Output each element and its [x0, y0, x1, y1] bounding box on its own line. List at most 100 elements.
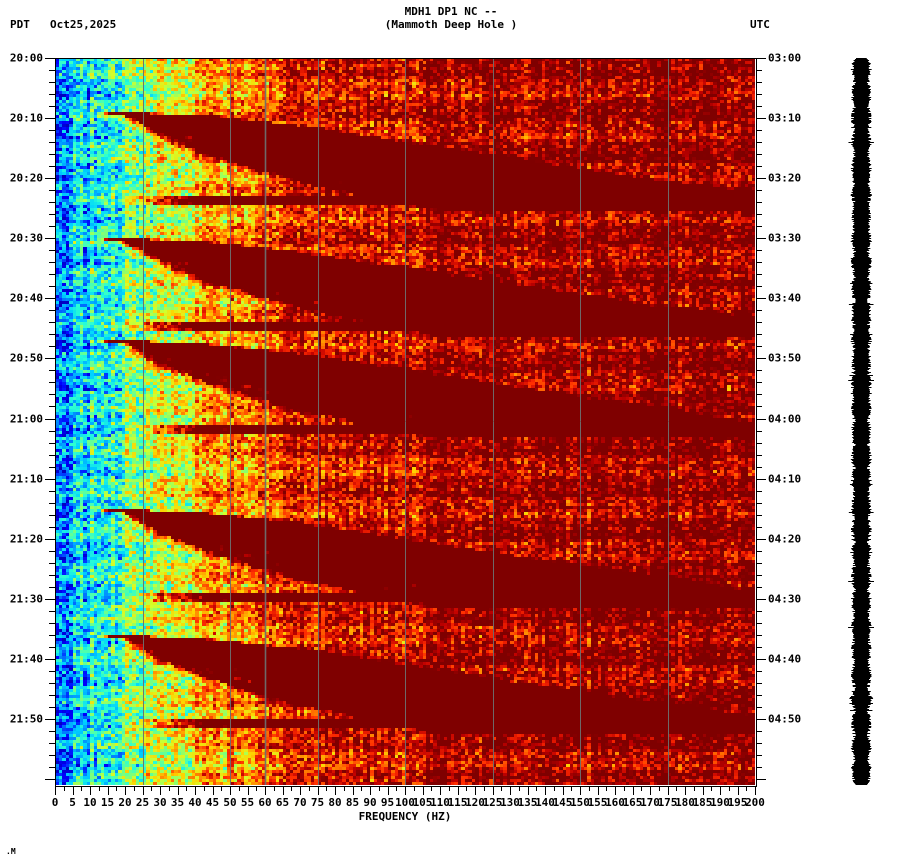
y-tick-right [756, 598, 766, 600]
y-tick-right [756, 490, 762, 492]
x-tick [475, 786, 476, 795]
x-tick [606, 786, 608, 791]
x-tick [720, 786, 721, 795]
x-tick [98, 786, 100, 791]
y-tick-right [756, 502, 762, 504]
x-tick [125, 786, 126, 795]
x-tick-label: 60 [258, 796, 272, 809]
y-tick-left [49, 550, 55, 552]
x-tick [300, 786, 301, 795]
x-tick [483, 786, 485, 791]
y-tick-right [756, 694, 762, 696]
x-tick [142, 786, 144, 795]
y-tick-label-pdt: 21:00 [9, 412, 43, 425]
y-tick-right [756, 442, 762, 444]
y-tick-left [45, 778, 55, 780]
y-tick-left [49, 682, 55, 684]
y-tick-right [756, 178, 766, 180]
y-tick-left [49, 214, 55, 216]
x-tick-label: 25 [135, 796, 150, 809]
x-tick [448, 786, 450, 791]
y-tick-left [49, 130, 55, 132]
y-tick-left [45, 538, 55, 540]
x-tick-label: 200 [745, 796, 765, 809]
y-tick-right [756, 82, 762, 84]
x-tick-label: 5 [69, 796, 76, 809]
y-tick-label-utc: 04:00 [768, 412, 802, 425]
y-tick-left [49, 730, 55, 732]
y-tick-right [756, 574, 762, 576]
y-tick-left [49, 562, 55, 564]
x-tick [466, 786, 468, 791]
spectrogram-canvas [55, 58, 755, 785]
y-tick-left [49, 94, 55, 96]
x-tick [422, 786, 424, 795]
x-tick [90, 786, 91, 795]
y-tick-label-pdt: 21:50 [9, 712, 43, 726]
x-tick-label: 75 [310, 796, 325, 809]
x-tick [615, 786, 616, 795]
y-tick-left [45, 298, 55, 300]
x-tick-label: 35 [170, 796, 185, 809]
y-tick-right [756, 418, 766, 420]
y-tick-left [49, 346, 55, 348]
x-tick-label: 110 [430, 796, 450, 809]
y-tick-right [756, 262, 762, 264]
y-tick-left [49, 262, 55, 264]
y-tick-left [49, 394, 55, 396]
x-tick [492, 786, 494, 795]
y-tick-right [756, 622, 762, 624]
y-tick-right [756, 310, 762, 312]
y-tick-label-utc: 03:40 [768, 291, 802, 305]
y-tick-right [756, 58, 766, 59]
x-tick [133, 786, 135, 791]
y-tick-label-utc: 04:20 [768, 532, 802, 546]
x-tick [160, 786, 161, 795]
y-tick-left [49, 442, 55, 444]
y-tick-right [756, 538, 766, 540]
y-tick-right [756, 142, 762, 144]
x-tick [230, 786, 231, 795]
y-tick-left [45, 118, 55, 120]
y-tick-right [756, 730, 762, 732]
x-tick [317, 786, 319, 795]
y-tick-right [756, 706, 762, 708]
y-tick-left [49, 250, 55, 252]
y-tick-left [45, 178, 55, 180]
x-tick-label: 55 [240, 796, 255, 809]
y-tick-right [756, 334, 762, 336]
y-tick-right [756, 454, 762, 456]
x-tick [186, 786, 188, 791]
y-tick-right [756, 394, 762, 396]
y-tick-label-pdt: 21:30 [9, 592, 43, 606]
y-tick-right [756, 166, 762, 168]
x-tick-label: 170 [640, 796, 660, 809]
y-tick-left [45, 58, 55, 59]
y-tick-left [49, 226, 55, 228]
y-tick-left [49, 466, 55, 468]
y-tick-left [45, 238, 55, 240]
y-tick-label-pdt: 20:10 [9, 111, 43, 125]
y-tick-left [45, 658, 55, 660]
x-tick [308, 786, 310, 791]
x-tick-label: 65 [275, 796, 290, 809]
x-tick-label: 30 [153, 796, 167, 809]
y-tick-label-pdt: 21:40 [9, 652, 43, 666]
y-axis-utc: 03:00 03:10 03:20 03:30 03:40 03:50 04:00 04:10… [756, 52, 896, 785]
x-tick [238, 786, 240, 791]
x-tick-label: 175 [657, 796, 678, 809]
y-tick-left [49, 70, 55, 72]
y-tick-right [756, 778, 766, 780]
x-tick [571, 786, 573, 791]
y-tick-left [49, 430, 55, 432]
x-tick-label: 70 [293, 796, 307, 809]
x-tick-label: 120 [465, 796, 485, 809]
x-tick [667, 786, 669, 795]
y-tick-label-utc: 03:20 [768, 171, 802, 185]
x-tick [632, 786, 634, 795]
timezone-label-right: UTC [750, 18, 770, 31]
x-tick [685, 786, 686, 795]
y-tick-left [49, 514, 55, 516]
x-tick [580, 786, 581, 795]
x-tick [361, 786, 363, 791]
